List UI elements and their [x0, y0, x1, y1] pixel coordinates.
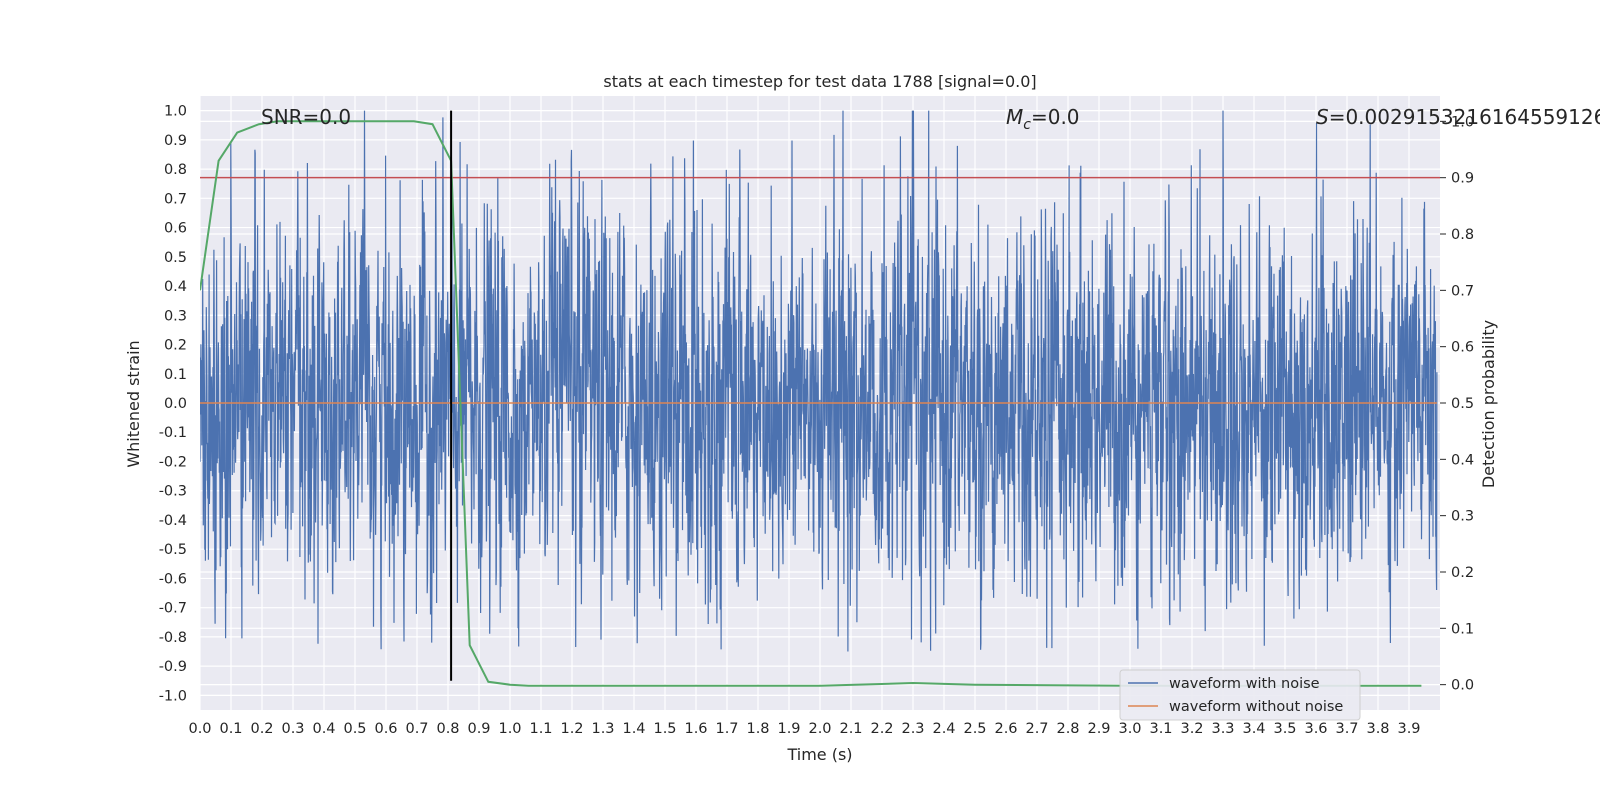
y-tick-label-17: -0.7	[159, 601, 187, 617]
y2-tick-label-7: 0.3	[1451, 509, 1474, 525]
y-tick-label-6: 0.4	[164, 279, 187, 295]
y2-tick-label-6: 0.4	[1451, 452, 1474, 468]
x-tick-label-28: 2.8	[1056, 721, 1079, 737]
series-waveform-with-noise	[200, 110, 1438, 652]
legend-box	[1119, 669, 1361, 721]
y2-tick-label-3: 0.7	[1451, 283, 1474, 299]
y-tick-label-13: -0.3	[159, 484, 187, 500]
x-tick-label-1: 0.1	[219, 721, 242, 737]
x-tick-label-23: 2.3	[901, 721, 924, 737]
x-tick-label-5: 0.5	[343, 721, 366, 737]
x-tick-label-25: 2.5	[963, 721, 986, 737]
y-ticks: 1.0 0.9 0.8 0.7 0.6 0.5 0.4 0.3 0.2 0.1 0.0 -0.1 -0.…	[159, 104, 187, 705]
x-tick-label-22: 2.2	[870, 721, 893, 737]
x-tick-label-20: 2.0	[808, 721, 831, 737]
y-tick-label-20: -1.0	[159, 688, 187, 704]
x-tick-label-34: 3.4	[1242, 721, 1265, 737]
y-tick-label-2: 0.8	[164, 162, 187, 178]
x-tick-label-2: 0.2	[250, 721, 273, 737]
x-tick-label-29: 2.9	[1087, 721, 1110, 737]
x-tick-label-36: 3.6	[1304, 721, 1327, 737]
x-tick-label-19: 1.9	[777, 721, 800, 737]
x-tick-label-8: 0.8	[436, 721, 459, 737]
y2-tick-label-10: 0.0	[1451, 678, 1474, 694]
y-tick-label-8: 0.2	[164, 338, 187, 354]
x-tick-label-35: 3.5	[1273, 721, 1296, 737]
x-axis-label: Time (s)	[786, 745, 852, 764]
y2-tick-label-1: 0.9	[1451, 171, 1474, 187]
y-tick-label-19: -0.9	[159, 659, 187, 675]
x-tick-label-7: 0.7	[405, 721, 428, 737]
y2-tick-label-9: 0.1	[1451, 621, 1474, 637]
y-tick-label-12: -0.2	[159, 454, 187, 470]
x-tick-label-6: 0.6	[374, 721, 397, 737]
legend-label-waveform-without-noise: waveform without noise	[1169, 699, 1343, 715]
x-tick-label-12: 1.2	[560, 721, 583, 737]
y-tick-label-4: 0.6	[164, 221, 187, 237]
y2-tick-label-4: 0.6	[1451, 340, 1474, 356]
legend: waveform with noise waveform without noi…	[1119, 669, 1361, 721]
y2-axis-label: Detection probability	[1479, 320, 1498, 488]
x-tick-label-33: 3.3	[1211, 721, 1234, 737]
x-tick-label-32: 3.2	[1180, 721, 1203, 737]
annotation-snr: SNR=0.0	[261, 105, 351, 129]
x-tick-label-39: 3.9	[1397, 721, 1420, 737]
series-detection-probability	[200, 120, 1422, 687]
y-tick-label-14: -0.4	[159, 513, 187, 529]
x-tick-label-26: 2.6	[994, 721, 1017, 737]
y-tick-label-5: 0.5	[164, 250, 187, 266]
annotation-statistic: S=0.0029153216164559126	[1316, 105, 1600, 129]
x-tick-label-21: 2.1	[839, 721, 862, 737]
x-tick-label-16: 1.6	[684, 721, 707, 737]
x-tick-label-37: 3.7	[1335, 721, 1358, 737]
x-tick-label-18: 1.8	[746, 721, 769, 737]
legend-label-waveform-with-noise: waveform with noise	[1169, 676, 1320, 692]
y-tick-label-15: -0.5	[159, 542, 187, 558]
x-tick-label-30: 3.0	[1118, 721, 1141, 737]
y-tick-label-7: 0.3	[164, 308, 187, 324]
x-tick-label-3: 0.3	[281, 721, 304, 737]
x-tick-label-4: 0.4	[312, 721, 335, 737]
x-tick-label-17: 1.7	[715, 721, 738, 737]
x-tick-label-11: 1.1	[529, 721, 552, 737]
x-tick-label-24: 2.4	[932, 721, 955, 737]
annotation-chirp-mass: Mc=0.0	[1006, 105, 1080, 133]
y2-tick-label-8: 0.2	[1451, 565, 1474, 581]
x-tick-label-9: 0.9	[467, 721, 490, 737]
x-tick-label-0: 0.0	[188, 721, 211, 737]
x-tick-label-13: 1.3	[591, 721, 614, 737]
y2-tick-label-2: 0.8	[1451, 227, 1474, 243]
y-tick-label-0: 1.0	[164, 104, 187, 120]
y-tick-label-1: 0.9	[164, 133, 187, 149]
y-tick-label-10: 0.0	[164, 396, 187, 412]
y-tick-label-11: -0.1	[159, 425, 187, 441]
x-tick-label-10: 1.0	[498, 721, 521, 737]
x-tick-label-27: 2.7	[1025, 721, 1048, 737]
y-tick-label-3: 0.7	[164, 191, 187, 207]
y2-tick-label-0: 1.0	[1451, 114, 1474, 130]
y2-ticks: 1.0 0.9 0.8 0.7 0.6 0.5 0.4 0.3 0.2 0.1 0.0	[1440, 114, 1474, 694]
y-axis-label: Whitened strain	[124, 340, 143, 467]
x-tick-label-31: 3.1	[1149, 721, 1172, 737]
x-tick-label-14: 1.4	[622, 721, 645, 737]
y-tick-label-16: -0.6	[159, 571, 187, 587]
y-tick-label-18: -0.8	[159, 630, 187, 646]
x-tick-label-15: 1.5	[653, 721, 676, 737]
x-tick-label-38: 3.8	[1366, 721, 1389, 737]
y2-tick-label-5: 0.5	[1451, 396, 1474, 412]
x-ticks: 0.0 0.1 0.2 0.3 0.4 0.5 0.6 0.7 0.8 0.9 1.0 1.1 1.2 1…	[188, 721, 1420, 737]
chart-title: stats at each timestep for test data 178…	[603, 72, 1036, 91]
y-tick-label-9: 0.1	[164, 367, 187, 383]
